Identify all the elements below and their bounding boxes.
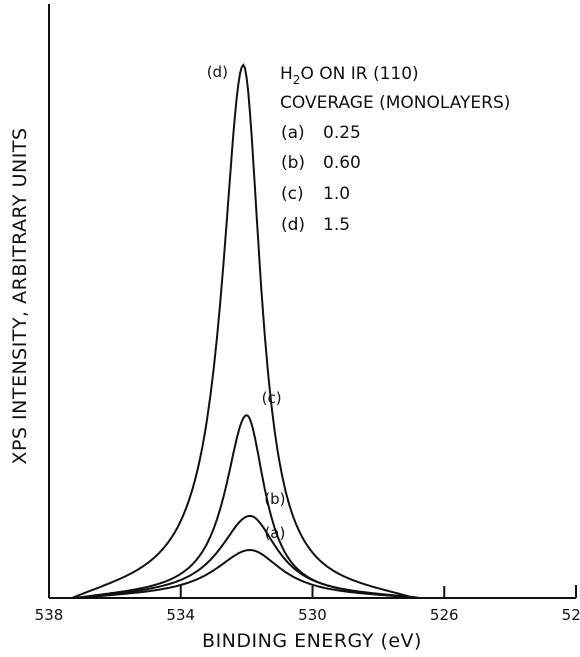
y-axis-title: XPS INTENSITY, ARBITRARY UNITS xyxy=(9,127,31,464)
legend-title-prefix: H xyxy=(280,64,293,84)
legend: H2O ON IR (110) COVERAGE (MONOLAYERS) (a… xyxy=(280,64,510,235)
x-tick-label-538: 538 xyxy=(35,606,64,624)
legend-key-d: (d) xyxy=(281,215,305,235)
x-tick-label-530: 530 xyxy=(298,606,327,624)
curve-b xyxy=(49,514,445,599)
legend-value-a: 0.25 xyxy=(323,123,361,143)
legend-subtitle: COVERAGE (MONOLAYERS) xyxy=(280,93,510,113)
curve-d xyxy=(49,63,445,599)
curves xyxy=(49,63,445,599)
curve-label-d: (d) xyxy=(207,63,228,81)
legend-title-subscript: 2 xyxy=(293,73,301,87)
legend-title: H2O ON IR (110) xyxy=(280,64,419,87)
legend-key-a: (a) xyxy=(281,123,305,143)
curve-label-a: (a) xyxy=(264,524,285,542)
curve-label-b: (b) xyxy=(264,490,285,508)
legend-value-c: 1.0 xyxy=(323,184,350,204)
legend-key-b: (b) xyxy=(281,153,305,173)
curve-label-c: (c) xyxy=(262,389,282,407)
x-ticks: 538 534 530 526 522 xyxy=(35,586,580,624)
x-tick-label-522: 522 xyxy=(562,606,580,624)
x-tick-label-534: 534 xyxy=(166,606,195,624)
x-tick-label-526: 526 xyxy=(430,606,459,624)
legend-key-c: (c) xyxy=(281,184,304,204)
legend-title-rest: O ON IR (110) xyxy=(300,64,418,84)
legend-value-b: 0.60 xyxy=(323,153,361,173)
curve-labels: (a) (b) (c) (d) xyxy=(207,63,286,542)
legend-value-d: 1.5 xyxy=(323,215,350,235)
curve-c xyxy=(49,414,445,599)
x-axis-title: BINDING ENERGY (eV) xyxy=(202,630,422,652)
